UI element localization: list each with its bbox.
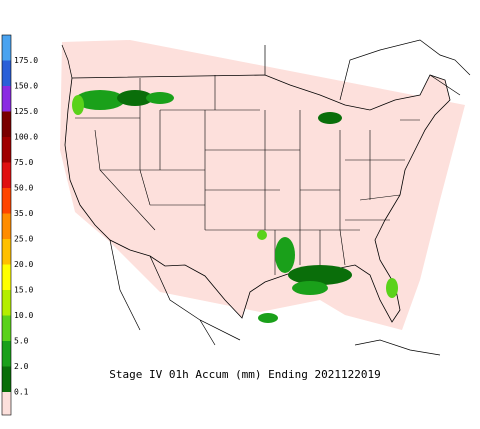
precip-area [292,281,328,295]
legend-swatch [2,137,11,163]
legend-label: 25.0 [14,235,33,244]
legend-label: 5.0 [14,337,29,346]
legend-swatch [2,60,11,86]
legend-swatch [2,188,11,214]
legend-frame [1,34,12,416]
legend-swatch [2,290,11,316]
legend-swatch [2,264,11,290]
us-outline [64,74,451,323]
legend-label: 100.0 [14,133,38,142]
precip-area [275,237,295,273]
legend-label: 35.0 [14,209,33,218]
precip-area [117,90,153,106]
legend-label: 15.0 [14,286,33,295]
precipitation [72,90,398,323]
legend-swatch [2,35,11,61]
legend-swatch [2,315,11,341]
legend-label: 50.0 [14,184,33,193]
legend: 175.0 150.0 125.0 100.0 75.0 50.0 35.0 25.0 20.0… [1,34,38,416]
precip-area [258,313,278,323]
legend-swatch [2,392,11,415]
precip-area [146,92,174,104]
legend-swatch [2,86,11,112]
precip-area [386,278,398,298]
precip-area [318,112,342,124]
legend-swatch [2,162,11,188]
state-lines [75,75,420,275]
legend-label: 2.0 [14,362,29,371]
legend-label: 175.0 [14,56,38,65]
precip-area [257,230,267,240]
legend-label: 75.0 [14,158,33,167]
legend-swatch [2,366,11,392]
legend-swatch [2,239,11,265]
legend-label: 10.0 [14,311,33,320]
coastlines [61,39,471,356]
precip-area [75,90,125,110]
caption: Stage IV 01h Accum (mm) Ending 202112201… [109,368,381,381]
legend-label: 150.0 [14,82,38,91]
legend-label: 0.1 [14,388,29,397]
legend-swatch [2,341,11,367]
legend-swatch [2,213,11,239]
legend-label: 125.0 [14,107,38,116]
legend-label: 20.0 [14,260,33,269]
precip-area [72,95,84,115]
legend-swatch [2,111,11,137]
precip-area [288,265,352,285]
